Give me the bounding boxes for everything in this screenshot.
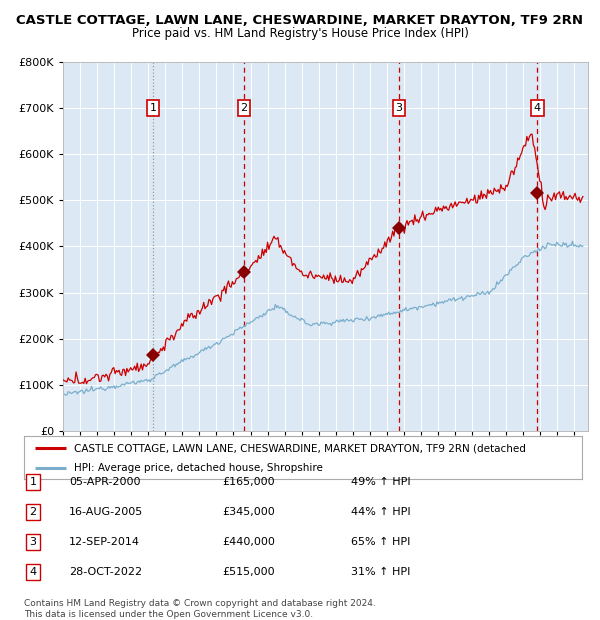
Text: Contains HM Land Registry data © Crown copyright and database right 2024.
This d: Contains HM Land Registry data © Crown c… bbox=[24, 600, 376, 619]
Text: 3: 3 bbox=[29, 537, 37, 547]
Text: Price paid vs. HM Land Registry's House Price Index (HPI): Price paid vs. HM Land Registry's House … bbox=[131, 27, 469, 40]
Text: £345,000: £345,000 bbox=[222, 507, 275, 517]
Text: £165,000: £165,000 bbox=[222, 477, 275, 487]
Text: HPI: Average price, detached house, Shropshire: HPI: Average price, detached house, Shro… bbox=[74, 463, 323, 473]
Text: 4: 4 bbox=[29, 567, 37, 577]
Text: 3: 3 bbox=[395, 103, 402, 113]
Text: 4: 4 bbox=[534, 103, 541, 113]
Text: £515,000: £515,000 bbox=[222, 567, 275, 577]
Text: 2: 2 bbox=[241, 103, 248, 113]
Text: 16-AUG-2005: 16-AUG-2005 bbox=[69, 507, 143, 517]
Text: £440,000: £440,000 bbox=[222, 537, 275, 547]
Text: CASTLE COTTAGE, LAWN LANE, CHESWARDINE, MARKET DRAYTON, TF9 2RN: CASTLE COTTAGE, LAWN LANE, CHESWARDINE, … bbox=[17, 14, 583, 27]
Text: 28-OCT-2022: 28-OCT-2022 bbox=[69, 567, 142, 577]
Text: 1: 1 bbox=[149, 103, 157, 113]
Text: 1: 1 bbox=[29, 477, 37, 487]
Text: 12-SEP-2014: 12-SEP-2014 bbox=[69, 537, 140, 547]
Text: 65% ↑ HPI: 65% ↑ HPI bbox=[351, 537, 410, 547]
Text: 31% ↑ HPI: 31% ↑ HPI bbox=[351, 567, 410, 577]
Text: CASTLE COTTAGE, LAWN LANE, CHESWARDINE, MARKET DRAYTON, TF9 2RN (detached: CASTLE COTTAGE, LAWN LANE, CHESWARDINE, … bbox=[74, 443, 526, 453]
Text: 05-APR-2000: 05-APR-2000 bbox=[69, 477, 140, 487]
Text: 44% ↑ HPI: 44% ↑ HPI bbox=[351, 507, 410, 517]
Text: 49% ↑ HPI: 49% ↑ HPI bbox=[351, 477, 410, 487]
Text: 2: 2 bbox=[29, 507, 37, 517]
